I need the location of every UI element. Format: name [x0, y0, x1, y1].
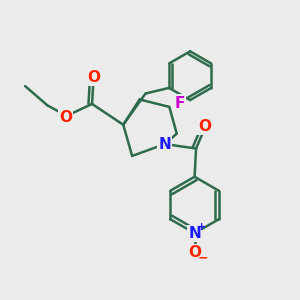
- Text: N: N: [158, 136, 171, 152]
- Text: O: O: [59, 110, 72, 125]
- Text: O: O: [87, 70, 100, 85]
- Text: F: F: [175, 95, 185, 110]
- Text: N: N: [188, 226, 201, 241]
- Text: O: O: [199, 119, 212, 134]
- Text: −: −: [198, 252, 208, 265]
- Text: +: +: [196, 222, 206, 232]
- Text: O: O: [188, 245, 201, 260]
